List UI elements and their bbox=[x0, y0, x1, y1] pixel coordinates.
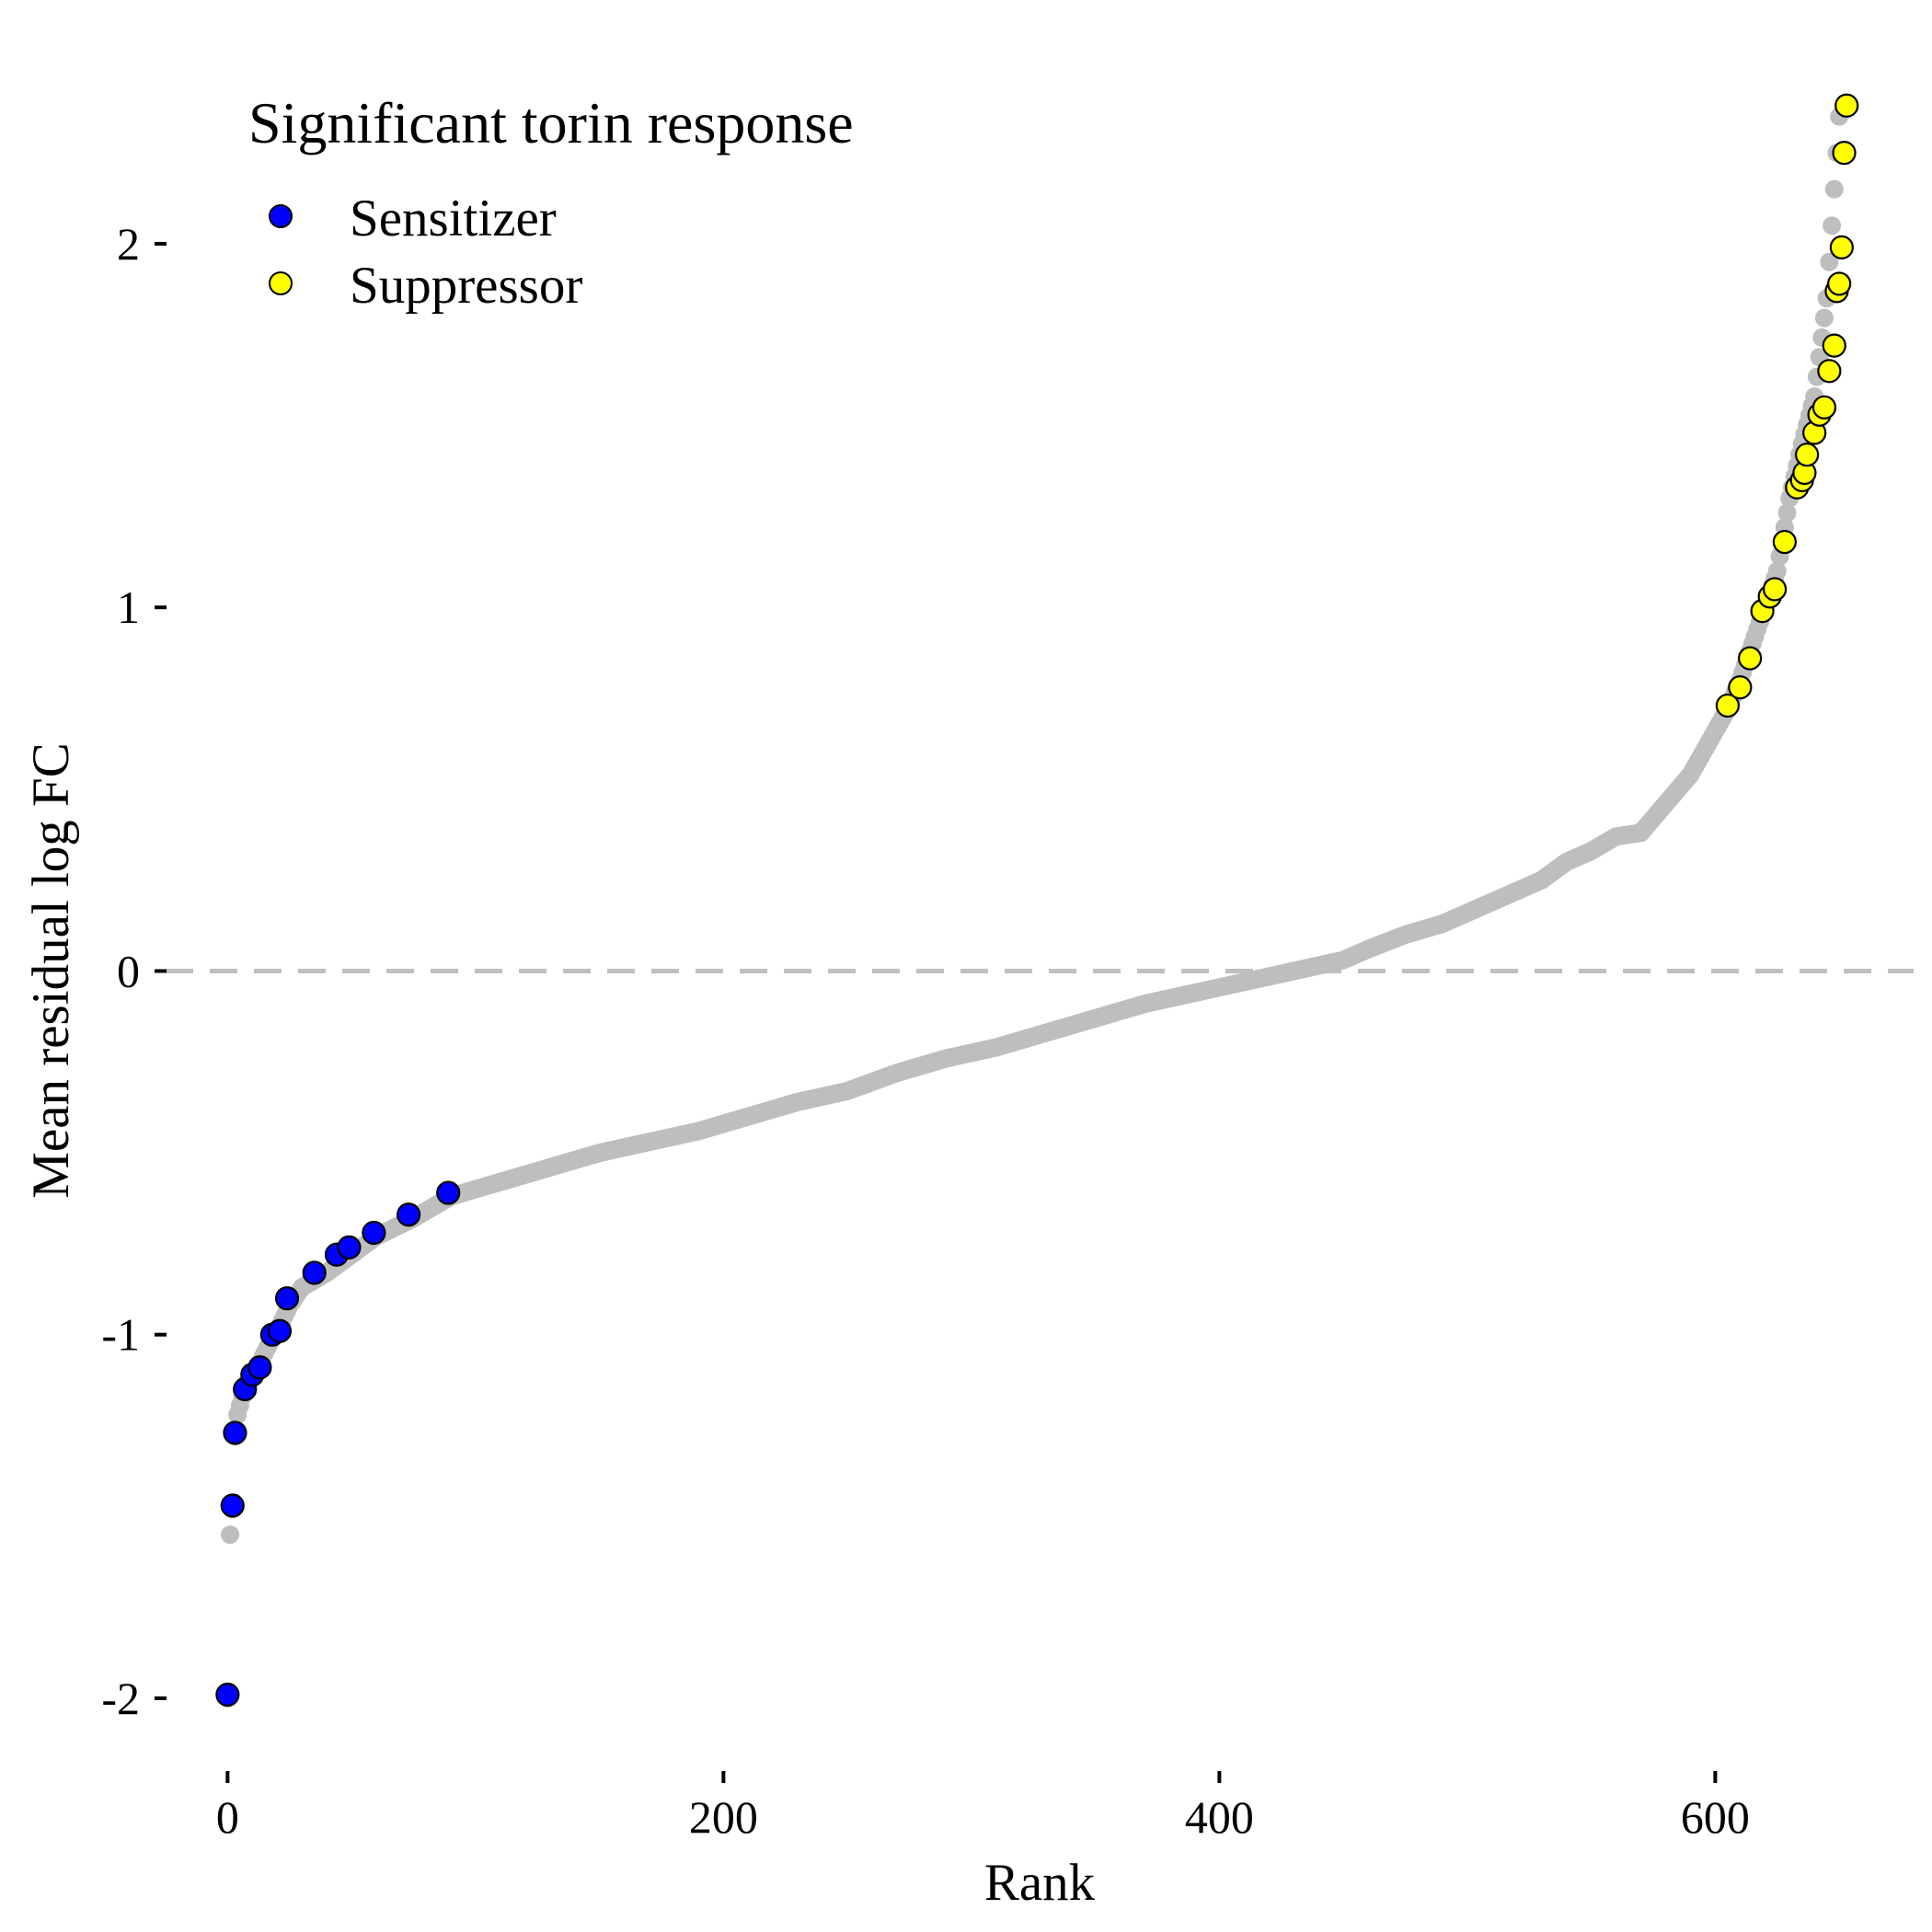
sensitizer-point bbox=[247, 1355, 272, 1380]
sensitizer-point bbox=[362, 1220, 386, 1246]
background-point bbox=[1824, 179, 1844, 199]
y-tick-label: -2 bbox=[101, 1673, 140, 1724]
sensitizer-point bbox=[223, 1420, 247, 1445]
y-tick-label: 2 bbox=[117, 218, 140, 270]
x-tick-label: 200 bbox=[689, 1791, 758, 1843]
y-tick-label: 0 bbox=[117, 945, 140, 996]
suppressor-point bbox=[1832, 141, 1857, 166]
background-point bbox=[1767, 561, 1787, 581]
x-tick-label: 400 bbox=[1185, 1791, 1254, 1843]
sensitizer-point bbox=[397, 1202, 421, 1227]
y-tick-label: -1 bbox=[101, 1309, 140, 1361]
legend-key-suppressor bbox=[269, 271, 293, 295]
background-point bbox=[1814, 308, 1834, 328]
legend-label-sensitizer: Sensitizer bbox=[350, 190, 557, 247]
sensitizer-point bbox=[274, 1286, 300, 1311]
sensitizer-point bbox=[215, 1682, 240, 1708]
background-point bbox=[1777, 503, 1797, 523]
suppressor-point bbox=[1728, 675, 1753, 700]
sensitizer-point bbox=[267, 1318, 293, 1343]
x-tick-label: 0 bbox=[216, 1791, 239, 1843]
suppressor-point bbox=[1817, 359, 1842, 384]
x-axis-title: Rank bbox=[984, 1854, 1096, 1912]
suppressor-point bbox=[1795, 443, 1820, 467]
legend-title: Significant torin response bbox=[248, 90, 854, 155]
background-point bbox=[1823, 216, 1842, 236]
sensitizer-point bbox=[337, 1235, 362, 1259]
y-tick-label: 1 bbox=[117, 581, 140, 633]
x-tick-label: 600 bbox=[1681, 1791, 1750, 1843]
background-point bbox=[1820, 252, 1839, 271]
suppressor-point bbox=[1738, 646, 1763, 671]
background-point bbox=[221, 1525, 240, 1545]
sensitizer-point bbox=[220, 1493, 245, 1518]
suppressor-point bbox=[1822, 333, 1846, 358]
legend: Significant torin response Sensitizer Su… bbox=[248, 90, 854, 315]
suppressor-point bbox=[1762, 577, 1788, 602]
sensitizer-point bbox=[436, 1180, 461, 1205]
legend-label-suppressor: Suppressor bbox=[350, 257, 582, 315]
suppressor-point bbox=[1811, 395, 1837, 420]
suppressor-point bbox=[1827, 271, 1852, 296]
legend-key-sensitizer bbox=[269, 204, 293, 228]
suppressor-point bbox=[1829, 235, 1854, 260]
suppressor-point bbox=[1715, 693, 1740, 719]
y-axis-title: Mean residual log FC bbox=[22, 742, 80, 1199]
suppressor-point bbox=[1772, 529, 1797, 555]
sensitizer-point bbox=[302, 1260, 327, 1285]
suppressor-point bbox=[1834, 93, 1859, 118]
